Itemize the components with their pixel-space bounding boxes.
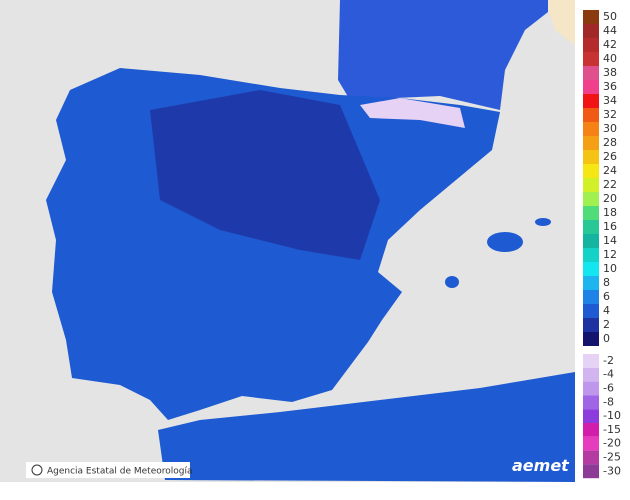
legend-label: 50 [603, 10, 617, 23]
legend-swatch [583, 178, 599, 192]
legend-label: 44 [603, 24, 617, 37]
legend-swatch [583, 164, 599, 178]
legend-swatch [583, 248, 599, 262]
legend-label: 26 [603, 150, 617, 163]
legend-label: 28 [603, 136, 617, 149]
legend-swatch [583, 38, 599, 52]
legend-label: -25 [603, 451, 621, 464]
legend-label: 10 [603, 262, 617, 275]
legend-label: 34 [603, 94, 617, 107]
legend-label: -30 [603, 464, 621, 477]
legend-swatch [583, 108, 599, 122]
legend-label: -8 [603, 395, 614, 408]
legend-swatch [583, 423, 599, 437]
legend-swatch [583, 206, 599, 220]
legend-label: 20 [603, 192, 617, 205]
legend-swatch [583, 262, 599, 276]
legend-swatch [583, 290, 599, 304]
legend-swatch [583, 80, 599, 94]
legend-label: 42 [603, 38, 617, 51]
legend-swatch [583, 24, 599, 38]
legend-swatch [583, 436, 599, 451]
legend-label: 14 [603, 234, 617, 247]
legend-label: 32 [603, 108, 617, 121]
legend-label: 8 [603, 276, 610, 289]
legend-label: -20 [603, 437, 621, 450]
legend-swatch [583, 150, 599, 164]
legend-swatch [583, 66, 599, 80]
legend-label: -4 [603, 368, 614, 381]
legend-label: 16 [603, 220, 617, 233]
legend-swatch [583, 94, 599, 108]
legend-swatch [583, 381, 599, 396]
land-outside [545, 0, 575, 45]
legend-swatch [583, 304, 599, 318]
legend-label: 30 [603, 122, 617, 135]
legend-label: 22 [603, 178, 617, 191]
legend-label: 18 [603, 206, 617, 219]
legend: 5044424038363432302826242220181614121086… [583, 10, 621, 479]
legend-swatch [583, 192, 599, 206]
legend-swatch [583, 136, 599, 150]
cold-interior [150, 90, 380, 260]
legend-swatch [583, 318, 599, 332]
legend-label: 40 [603, 52, 617, 65]
attribution-box [26, 462, 190, 478]
legend-swatch [583, 395, 599, 410]
pyrenees-frost [360, 98, 465, 128]
legend-swatch [583, 464, 599, 479]
menorca [535, 218, 551, 226]
legend-swatch [583, 354, 599, 368]
legend-label: 2 [603, 318, 610, 331]
legend-label: -15 [603, 423, 621, 436]
mallorca [487, 232, 523, 252]
legend-label: -10 [603, 409, 621, 422]
legend-label: 4 [603, 304, 610, 317]
legend-label: 24 [603, 164, 617, 177]
ibiza [445, 276, 459, 288]
copyright-icon [31, 464, 43, 476]
legend-swatch [583, 122, 599, 136]
legend-swatch [583, 276, 599, 290]
legend-swatch [583, 220, 599, 234]
legend-label: 0 [603, 332, 610, 345]
legend-label: -6 [603, 382, 614, 395]
legend-swatch [583, 234, 599, 248]
legend-swatch [583, 10, 599, 24]
legend-swatch [583, 409, 599, 423]
africa [158, 372, 575, 482]
legend-label: 36 [603, 80, 617, 93]
attribution: Agencia Estatal de Meteorología [47, 467, 193, 477]
legend-swatch [583, 332, 599, 346]
legend-swatch [583, 367, 599, 382]
logo: aemet [512, 456, 570, 475]
legend-label: -2 [603, 354, 614, 367]
legend-label: 12 [603, 248, 617, 261]
legend-swatch [583, 450, 599, 465]
france [338, 0, 548, 110]
legend-label: 38 [603, 66, 617, 79]
legend-label: 6 [603, 290, 610, 303]
legend-swatch [583, 52, 599, 66]
